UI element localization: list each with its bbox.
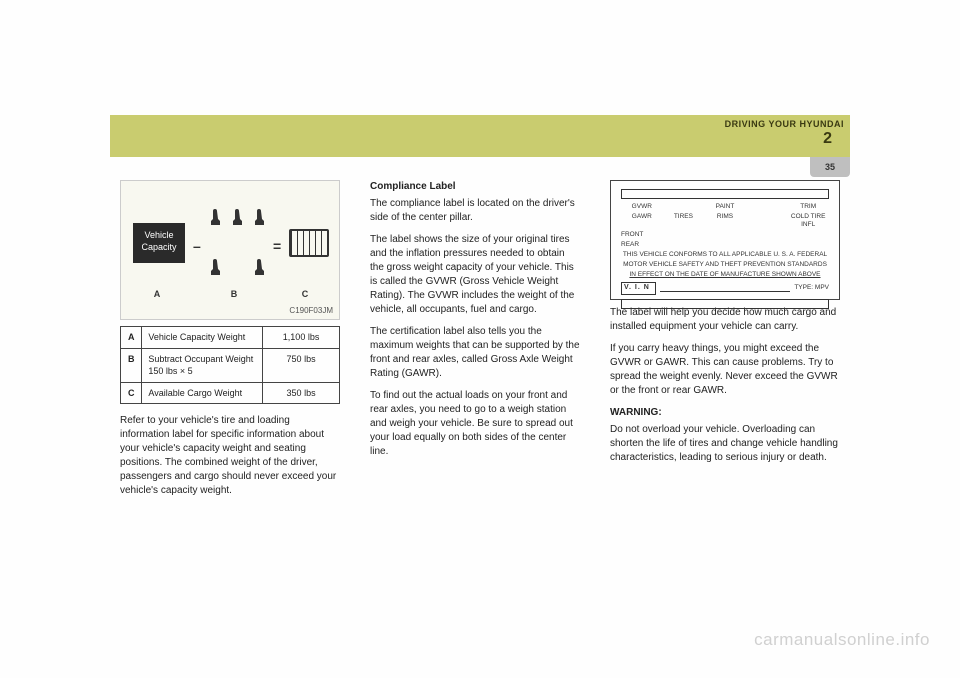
equals-symbol: = — [273, 237, 281, 257]
compliance-label-panel: GVWR PAINT TRIM GAWR TIRES RIMS COLD TIR… — [610, 180, 840, 300]
table-value: 1,100 lbs — [263, 327, 340, 349]
occupant-icon — [253, 259, 267, 275]
lbl: RIMS — [704, 213, 746, 229]
label-c: C — [275, 288, 335, 301]
table-value: 350 lbs — [263, 382, 340, 404]
vcap-line2: Capacity — [133, 242, 185, 254]
column-1: Vehicle Capacity – = A B C C190F03JM A V… — [120, 180, 340, 506]
vin-label: V. I. N — [621, 282, 656, 295]
occupant-icon — [231, 209, 245, 225]
table-value: 750 lbs — [263, 348, 340, 382]
minus-symbol: – — [193, 237, 201, 257]
type-label: TYPE: MPV — [794, 284, 829, 292]
table-label: Subtract Occupant Weight 150 lbs × 5 — [142, 348, 263, 382]
lbl-front: FRONT — [621, 231, 829, 239]
content-columns: Vehicle Capacity – = A B C C190F03JM A V… — [120, 180, 840, 506]
lbl: GVWR — [621, 203, 663, 211]
warning-heading: WARNING: — [610, 406, 840, 420]
chapter-number: 2 — [823, 130, 832, 148]
paragraph: Refer to your vehicle's tire and loading… — [120, 414, 340, 498]
table-row: C Available Cargo Weight 350 lbs — [121, 382, 340, 404]
paragraph: To find out the actual loads on your fro… — [370, 389, 580, 459]
cargo-icon — [289, 229, 329, 257]
lbl — [746, 203, 788, 211]
column-2: Compliance Label The compliance label is… — [370, 180, 580, 506]
paragraph: The label shows the size of your origina… — [370, 233, 580, 317]
table-label: Available Cargo Weight — [142, 382, 263, 404]
front-rear: FRONT REAR — [621, 231, 829, 248]
label-row: GAWR TIRES RIMS COLD TIRE INFL — [621, 213, 829, 229]
label-b: B — [193, 288, 275, 301]
figure-code: C190F03JM — [289, 305, 333, 316]
label-row: GVWR PAINT TRIM — [621, 203, 829, 211]
lbl: TRIM — [787, 203, 829, 211]
warning-text: Do not overload your vehicle. Overloadin… — [610, 423, 840, 465]
occupant-icon — [253, 209, 267, 225]
lbl: COLD TIRE INFL — [787, 213, 829, 229]
vcap-line1: Vehicle — [133, 230, 185, 242]
vin-row: V. I. N TYPE: MPV — [621, 282, 829, 295]
figure-labels: A B C — [121, 288, 339, 301]
paragraph: If you carry heavy things, you might exc… — [610, 342, 840, 398]
header-title: DRIVING YOUR HYUNDAI — [725, 119, 844, 129]
vehicle-capacity-box: Vehicle Capacity — [133, 223, 185, 263]
paragraph: The compliance label is located on the d… — [370, 197, 580, 225]
paragraph: The certification label also tells you t… — [370, 325, 580, 381]
page-number-tab: 35 — [810, 157, 850, 177]
table-label: Vehicle Capacity Weight — [142, 327, 263, 349]
heading: Compliance Label — [370, 180, 580, 194]
table-row: A Vehicle Capacity Weight 1,100 lbs — [121, 327, 340, 349]
lbl: PAINT — [704, 203, 746, 211]
table-key: B — [121, 348, 142, 382]
label-top-box — [621, 189, 829, 199]
compliance-note: THIS VEHICLE CONFORMS TO ALL APPLICABLE … — [621, 251, 829, 259]
lbl — [746, 213, 788, 229]
label-a: A — [121, 288, 193, 301]
label-bottom-box — [621, 299, 829, 309]
lbl-rear: REAR — [621, 241, 829, 249]
capacity-figure: Vehicle Capacity – = A B C C190F03JM — [120, 180, 340, 320]
compliance-note: IN EFFECT ON THE DATE OF MANUFACTURE SHO… — [621, 271, 829, 279]
lbl — [663, 203, 705, 211]
lbl: TIRES — [663, 213, 705, 229]
vin-space — [660, 284, 790, 292]
table-key: C — [121, 382, 142, 404]
table-key: A — [121, 327, 142, 349]
lbl: GAWR — [621, 213, 663, 229]
occupant-icon — [209, 209, 223, 225]
compliance-note: MOTOR VEHICLE SAFETY AND THEFT PREVENTIO… — [621, 261, 829, 269]
column-3: GVWR PAINT TRIM GAWR TIRES RIMS COLD TIR… — [610, 180, 840, 506]
weight-table: A Vehicle Capacity Weight 1,100 lbs B Su… — [120, 326, 340, 404]
watermark: carmanualsonline.info — [754, 630, 930, 650]
occupant-icon — [209, 259, 223, 275]
paragraph: The label will help you decide how much … — [610, 306, 840, 334]
table-row: B Subtract Occupant Weight 150 lbs × 5 7… — [121, 348, 340, 382]
